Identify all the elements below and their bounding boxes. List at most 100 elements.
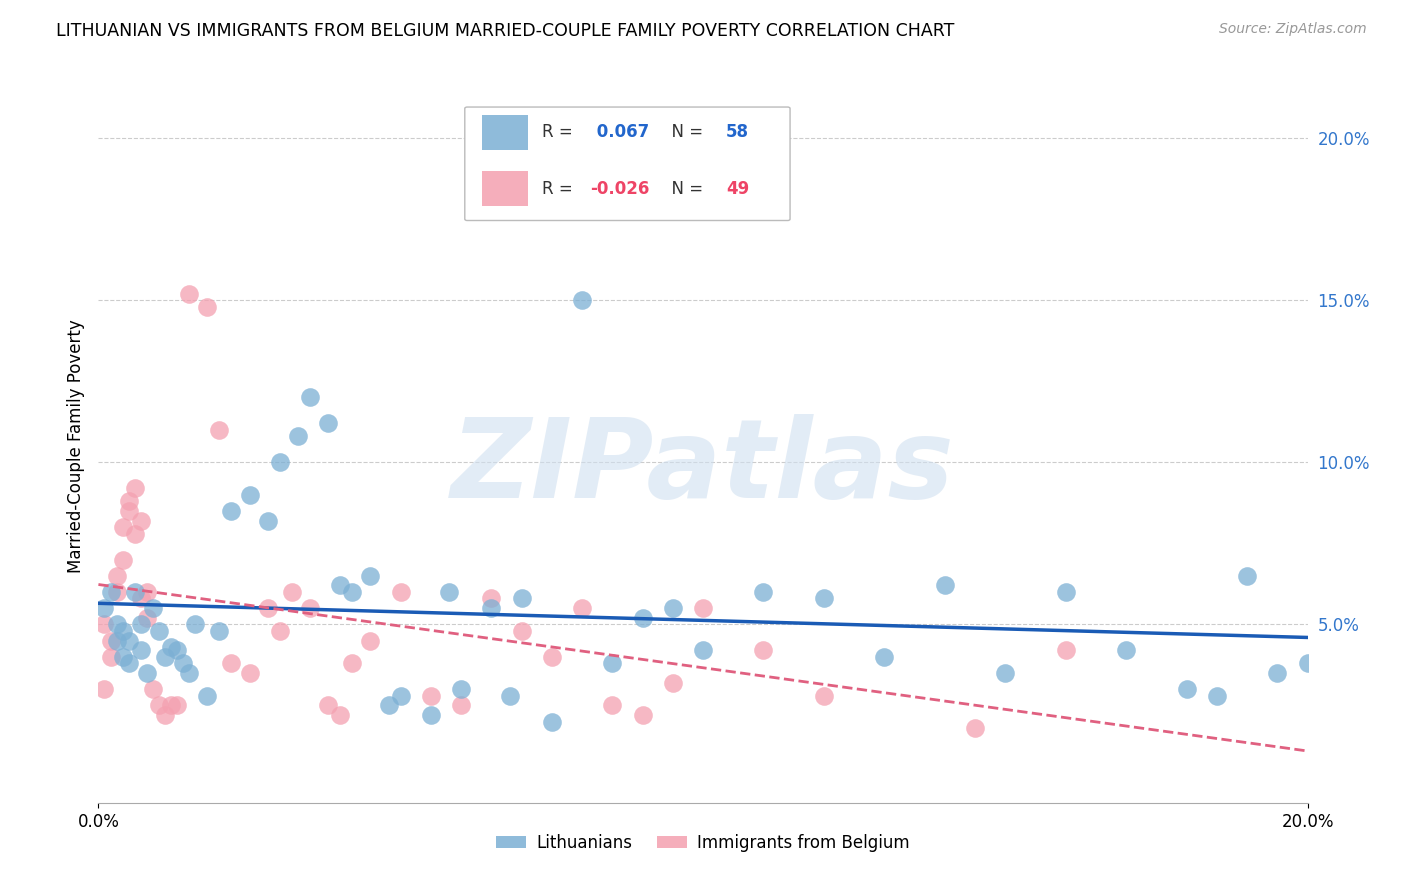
Point [342, 657, 364, 671]
Point [540, 714, 562, 729]
Point [1296, 657, 1319, 671]
Point [287, 429, 309, 443]
FancyBboxPatch shape [482, 171, 527, 206]
Point [100, 649, 122, 664]
Point [316, 698, 339, 713]
Point [142, 601, 165, 615]
Point [111, 649, 134, 664]
Point [1054, 643, 1077, 657]
Text: 49: 49 [725, 179, 749, 198]
Point [93, 617, 115, 632]
Point [118, 633, 141, 648]
Text: 0.067: 0.067 [591, 123, 648, 141]
Point [100, 633, 122, 648]
Point [377, 698, 399, 713]
Point [813, 591, 835, 606]
Point [179, 286, 201, 301]
Point [221, 657, 243, 671]
Point [571, 293, 593, 307]
Point [1206, 689, 1229, 703]
Point [692, 601, 714, 615]
Point [389, 585, 412, 599]
Point [510, 591, 533, 606]
Point [256, 601, 278, 615]
Point [437, 585, 460, 599]
Point [316, 417, 339, 431]
Point [129, 514, 152, 528]
Point [631, 611, 654, 625]
Point [195, 300, 218, 314]
Point [329, 578, 352, 592]
Point [105, 617, 128, 632]
Point [329, 708, 352, 723]
Point [221, 504, 243, 518]
Point [179, 666, 201, 681]
Point [389, 689, 412, 703]
FancyBboxPatch shape [465, 107, 790, 220]
Point [752, 585, 775, 599]
Point [239, 666, 262, 681]
Point [93, 682, 115, 697]
Point [602, 657, 624, 671]
Point [752, 643, 775, 657]
Legend: Lithuanians, Immigrants from Belgium: Lithuanians, Immigrants from Belgium [489, 828, 917, 859]
Point [172, 657, 194, 671]
Point [269, 455, 291, 469]
Point [873, 649, 896, 664]
Point [135, 585, 157, 599]
Point [148, 698, 170, 713]
Point [269, 624, 291, 638]
Text: LITHUANIAN VS IMMIGRANTS FROM BELGIUM MARRIED-COUPLE FAMILY POVERTY CORRELATION : LITHUANIAN VS IMMIGRANTS FROM BELGIUM MA… [56, 22, 955, 40]
Point [1236, 568, 1258, 582]
Point [299, 390, 322, 404]
Point [100, 585, 122, 599]
Point [124, 585, 146, 599]
Text: R =: R = [543, 179, 578, 198]
FancyBboxPatch shape [482, 114, 527, 150]
Point [105, 568, 128, 582]
Point [420, 689, 443, 703]
Point [360, 633, 382, 648]
Point [571, 601, 593, 615]
Point [129, 617, 152, 632]
Point [184, 617, 207, 632]
Point [510, 624, 533, 638]
Point [118, 504, 141, 518]
Text: Source: ZipAtlas.com: Source: ZipAtlas.com [1219, 22, 1367, 37]
Text: N =: N = [661, 123, 709, 141]
Point [239, 488, 262, 502]
Point [602, 698, 624, 713]
Point [129, 643, 152, 657]
Point [299, 601, 322, 615]
Point [124, 526, 146, 541]
Text: ZIPatlas: ZIPatlas [451, 414, 955, 521]
Point [129, 591, 152, 606]
Point [256, 514, 278, 528]
Y-axis label: Married-Couple Family Poverty: Married-Couple Family Poverty [66, 319, 84, 573]
Point [498, 689, 520, 703]
Point [450, 698, 472, 713]
Point [195, 689, 218, 703]
Point [1267, 666, 1289, 681]
Point [481, 601, 503, 615]
Point [450, 682, 472, 697]
Point [111, 520, 134, 534]
Text: -0.026: -0.026 [591, 179, 650, 198]
Point [160, 640, 183, 654]
Point [208, 624, 231, 638]
Point [208, 423, 231, 437]
Point [166, 643, 188, 657]
Point [93, 601, 115, 615]
Point [142, 682, 165, 697]
Point [153, 708, 176, 723]
Point [692, 643, 714, 657]
Point [166, 698, 188, 713]
Point [118, 494, 141, 508]
Point [1175, 682, 1198, 697]
Point [342, 585, 364, 599]
Point [105, 633, 128, 648]
Point [540, 649, 562, 664]
Point [135, 666, 157, 681]
Point [813, 689, 835, 703]
Point [420, 708, 443, 723]
